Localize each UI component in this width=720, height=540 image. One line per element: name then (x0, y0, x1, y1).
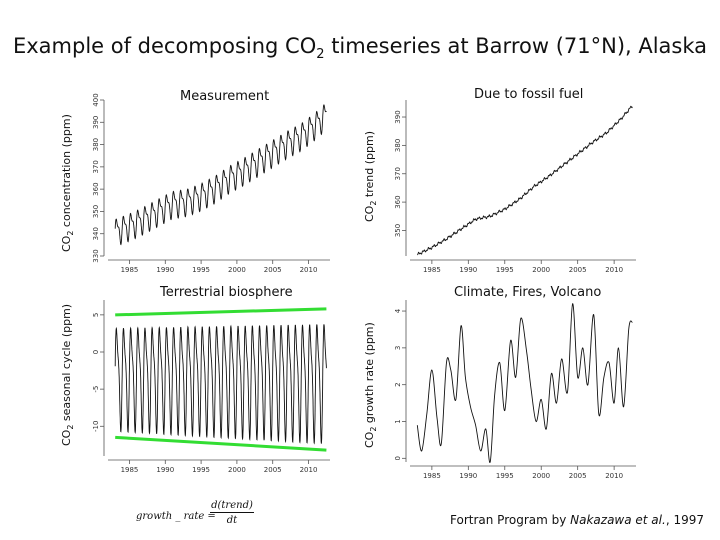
y-tick-label: 350 (92, 205, 100, 218)
y-tick-label: 380 (92, 138, 100, 151)
envelope-line-upper (115, 307, 327, 317)
y-tick-label: 360 (394, 195, 402, 208)
y-tick-label: 370 (394, 167, 402, 180)
x-tick-label: 1995 (496, 472, 514, 480)
y-tick-label: 360 (92, 182, 100, 195)
panel-measurement: 1985 1990 1995 2000 2005 2010 330 340 350 360 370 3… (92, 93, 330, 274)
y-tick-label: 370 (92, 160, 100, 173)
x-tick-label: 1990 (459, 472, 477, 480)
y-tick-label: -10 (92, 421, 100, 432)
envelope-line-lower (115, 435, 327, 452)
series-line-seasonal (114, 324, 327, 445)
panel-growth-rate: 1985 1990 1995 2000 2005 2010 0 1 2 3 4 (394, 300, 636, 480)
x-tick-label: 2000 (532, 266, 550, 274)
x-tick-label: 2000 (228, 466, 246, 474)
y-tick-label: 3 (394, 346, 402, 350)
x-tick-label: 2010 (605, 266, 623, 274)
panel-terrestrial-biosphere: 1985 1990 1995 2000 2005 2010 -10 -5 0 5 (92, 300, 330, 474)
x-tick-label: 1985 (423, 472, 441, 480)
panel-title-measurement: Measurement (176, 89, 274, 104)
y-tick-label: 380 (394, 139, 402, 152)
ylabel-fossil-fuel: CO2 trend (ppm) (363, 130, 379, 222)
x-tick-label: 2005 (264, 266, 282, 274)
x-tick-label: 2010 (605, 472, 623, 480)
y-tick-label: 0 (92, 350, 100, 354)
y-tick-label: 390 (92, 116, 100, 129)
x-tick-label: 1990 (156, 466, 174, 474)
footer-citation: Fortran Program by Nakazawa et al., 1997 (450, 513, 704, 527)
series-line-growth-rate (416, 303, 633, 463)
y-tick-label: 330 (92, 249, 100, 262)
panel-fossil-fuel: 1985 1990 1995 2000 2005 2010 350 360 370 380 390 (394, 100, 636, 274)
x-tick-label: 2005 (569, 472, 587, 480)
x-tick-label: 2005 (569, 266, 587, 274)
x-tick-label: 2005 (264, 466, 282, 474)
x-tick-label: 1995 (192, 466, 210, 474)
x-tick-label: 1985 (423, 266, 441, 274)
panel-title-biosphere: Terrestrial biosphere (156, 285, 297, 300)
y-tick-label: -5 (92, 386, 100, 393)
y-tick-label: 390 (394, 110, 402, 123)
slide-title: Example of decomposing CO2 timeseries at… (12, 34, 708, 63)
y-tick-label: 0 (394, 456, 402, 460)
y-tick-label: 350 (394, 224, 402, 237)
ylabel-measurement: CO2 concentration (ppm) (60, 114, 76, 252)
ylabel-biosphere: CO2 seasonal cycle (ppm) (60, 303, 76, 446)
x-tick-label: 1990 (459, 266, 477, 274)
ylabel-growth: CO2 growth rate (ppm) (363, 322, 379, 448)
x-tick-label: 2010 (300, 266, 318, 274)
y-tick-label: 1 (394, 419, 402, 423)
series-line-measured (114, 104, 327, 246)
x-tick-label: 1995 (496, 266, 514, 274)
x-tick-label: 1990 (156, 266, 174, 274)
y-tick-label: 400 (92, 93, 100, 106)
x-tick-label: 2000 (532, 472, 550, 480)
y-tick-label: 2 (394, 382, 402, 386)
x-tick-label: 2010 (300, 466, 318, 474)
panel-title-fossil-fuel: Due to fossil fuel (470, 87, 588, 102)
y-tick-label: 4 (394, 308, 402, 313)
series-line-trend (417, 105, 633, 256)
x-tick-label: 1985 (121, 266, 139, 274)
y-tick-label: 340 (92, 227, 100, 240)
x-tick-label: 1995 (192, 266, 210, 274)
x-tick-label: 2000 (228, 266, 246, 274)
y-tick-label: 5 (92, 313, 100, 317)
x-tick-label: 1985 (121, 466, 139, 474)
panel-title-growth: Climate, Fires, Volcano (450, 285, 606, 300)
